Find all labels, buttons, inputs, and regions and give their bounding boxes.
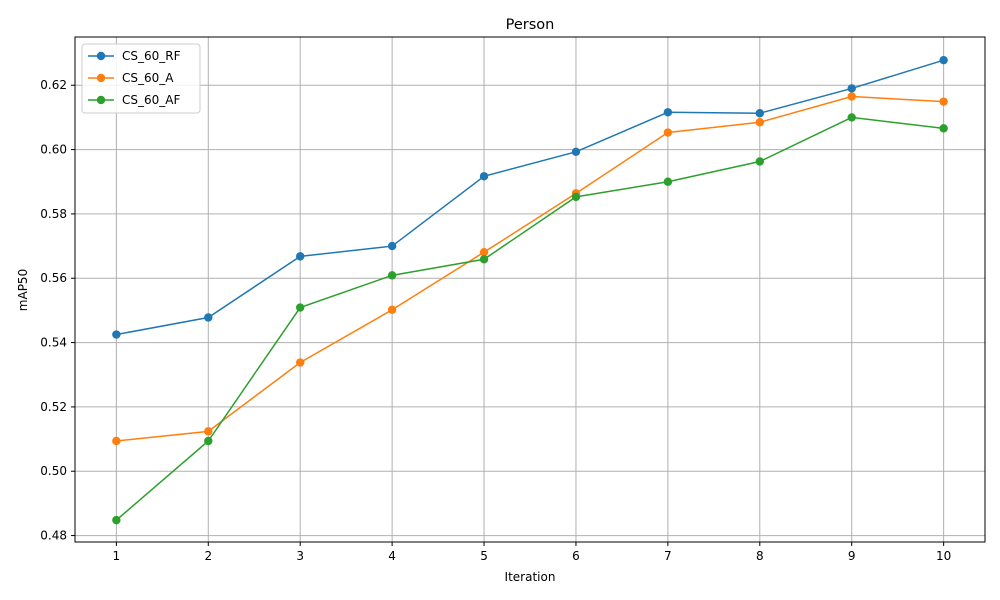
data-point-CS_60_RF xyxy=(204,313,213,322)
plot-frame xyxy=(74,36,986,543)
data-point-CS_60_RF xyxy=(847,84,856,93)
legend-marker-CS_60_RF xyxy=(96,51,106,61)
y-tick-label: 0.56 xyxy=(40,271,67,285)
data-point-CS_60_RF xyxy=(387,241,397,251)
y-tick-label: 0.62 xyxy=(40,78,67,92)
data-point-CS_60_AF xyxy=(296,303,305,312)
y-tick-label: 0.58 xyxy=(40,207,67,221)
legend-box xyxy=(81,43,201,114)
data-point-CS_60_A xyxy=(387,305,397,314)
y-tick-label: 0.50 xyxy=(40,464,67,478)
series-group xyxy=(112,55,948,525)
legend-marker-CS_60_A xyxy=(96,73,106,83)
x-tick-label: 9 xyxy=(848,549,856,563)
data-point-CS_60_RF xyxy=(296,252,305,261)
data-point-CS_60_AF xyxy=(663,177,673,186)
data-point-CS_60_A xyxy=(204,427,213,436)
data-point-CS_60_A xyxy=(296,358,305,367)
data-point-CS_60_A xyxy=(755,118,764,127)
x-tick-label: 1 xyxy=(113,549,121,563)
x-axis-ticks: 1 2 3 4 5 6 7 8 9 10 xyxy=(113,542,951,563)
x-tick-label: 2 xyxy=(204,549,212,563)
x-axis-label: Iteration xyxy=(505,570,556,584)
data-point-CS_60_RF xyxy=(663,108,673,117)
x-tick-label: 8 xyxy=(756,549,764,563)
series-line-CS_60_A xyxy=(116,95,944,442)
legend-marker-CS_60_AF xyxy=(96,95,106,105)
data-point-CS_60_AF xyxy=(204,436,213,446)
data-point-CS_60_AF xyxy=(112,515,121,525)
x-tick-label: 5 xyxy=(480,549,488,563)
data-point-CS_60_A xyxy=(939,97,948,106)
data-point-CS_60_AF xyxy=(479,255,489,264)
data-point-CS_60_AF xyxy=(939,124,948,133)
data-point-CS_60_RF xyxy=(571,147,581,157)
y-tick-label: 0.52 xyxy=(40,400,67,414)
chart-title: Person xyxy=(506,17,555,33)
data-point-CS_60_A xyxy=(112,436,121,446)
data-point-CS_60_RF xyxy=(112,330,121,339)
data-point-CS_60_AF xyxy=(571,192,581,202)
x-tick-label: 3 xyxy=(296,549,304,563)
data-point-CS_60_A xyxy=(663,128,673,137)
data-point-CS_60_RF xyxy=(479,172,489,181)
x-tick-label: 4 xyxy=(388,549,396,563)
data-point-CS_60_A xyxy=(479,247,489,257)
y-tick-label: 0.54 xyxy=(40,336,67,350)
legend-label-CS_60_A: CS_60_A xyxy=(122,71,174,85)
data-point-CS_60_AF xyxy=(847,113,856,122)
y-tick-label: 0.60 xyxy=(40,143,67,157)
data-point-CS_60_AF xyxy=(387,271,397,280)
legend: CS_60_RF CS_60_A CS_60_AF xyxy=(81,43,201,114)
y-tick-label: 0.48 xyxy=(40,529,67,543)
legend-label-CS_60_RF: CS_60_RF xyxy=(122,49,181,63)
data-point-CS_60_RF xyxy=(939,55,948,65)
legend-label-CS_60_AF: CS_60_AF xyxy=(122,93,180,107)
series-line-CS_60_RF xyxy=(116,59,944,336)
x-tick-label: 6 xyxy=(572,549,580,563)
x-tick-label: 7 xyxy=(664,549,672,563)
y-axis-label: mAP50 xyxy=(16,269,30,311)
series-line-CS_60_AF xyxy=(115,116,944,521)
y-axis-ticks: 0.48 0.50 0.52 0.54 0.56 0.58 0.60 0.62 xyxy=(40,78,75,543)
x-tick-label: 10 xyxy=(936,549,951,563)
data-point-CS_60_AF xyxy=(755,157,764,166)
data-point-CS_60_A xyxy=(847,92,856,101)
data-point-CS_60_RF xyxy=(755,109,764,118)
